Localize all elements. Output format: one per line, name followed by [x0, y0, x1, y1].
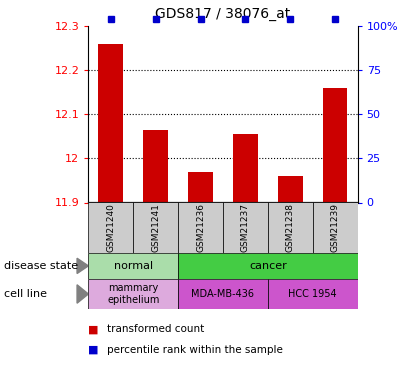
Bar: [133, 202, 178, 253]
Text: GSM21236: GSM21236: [196, 203, 205, 252]
Bar: [143, 130, 168, 203]
Bar: [223, 202, 268, 253]
Text: disease state: disease state: [4, 261, 78, 271]
Bar: [178, 279, 268, 309]
Text: mammary
epithelium: mammary epithelium: [107, 283, 159, 305]
Text: GSM21238: GSM21238: [286, 203, 295, 252]
Bar: [88, 253, 178, 279]
Text: GSM21241: GSM21241: [151, 203, 160, 252]
Text: cancer: cancer: [249, 261, 287, 271]
Text: MDA-MB-436: MDA-MB-436: [192, 289, 254, 299]
Text: percentile rank within the sample: percentile rank within the sample: [107, 345, 283, 355]
Bar: [178, 202, 223, 253]
Bar: [278, 176, 302, 203]
Text: HCC 1954: HCC 1954: [289, 289, 337, 299]
Bar: [313, 202, 358, 253]
Text: ■: ■: [88, 345, 99, 355]
Bar: [99, 44, 123, 203]
Bar: [88, 279, 178, 309]
Text: ■: ■: [88, 324, 99, 334]
Polygon shape: [77, 258, 88, 273]
Polygon shape: [77, 285, 88, 303]
Bar: [323, 88, 347, 202]
Bar: [268, 202, 313, 253]
Text: GSM21237: GSM21237: [241, 203, 250, 252]
Bar: [188, 172, 213, 202]
Title: GDS817 / 38076_at: GDS817 / 38076_at: [155, 7, 291, 21]
Text: GSM21239: GSM21239: [330, 203, 339, 252]
Text: cell line: cell line: [4, 289, 47, 299]
Text: transformed count: transformed count: [107, 324, 204, 334]
Text: normal: normal: [114, 261, 153, 271]
Text: GSM21240: GSM21240: [106, 203, 115, 252]
Bar: [268, 279, 358, 309]
Bar: [178, 253, 358, 279]
Bar: [233, 134, 258, 202]
Bar: [88, 202, 133, 253]
